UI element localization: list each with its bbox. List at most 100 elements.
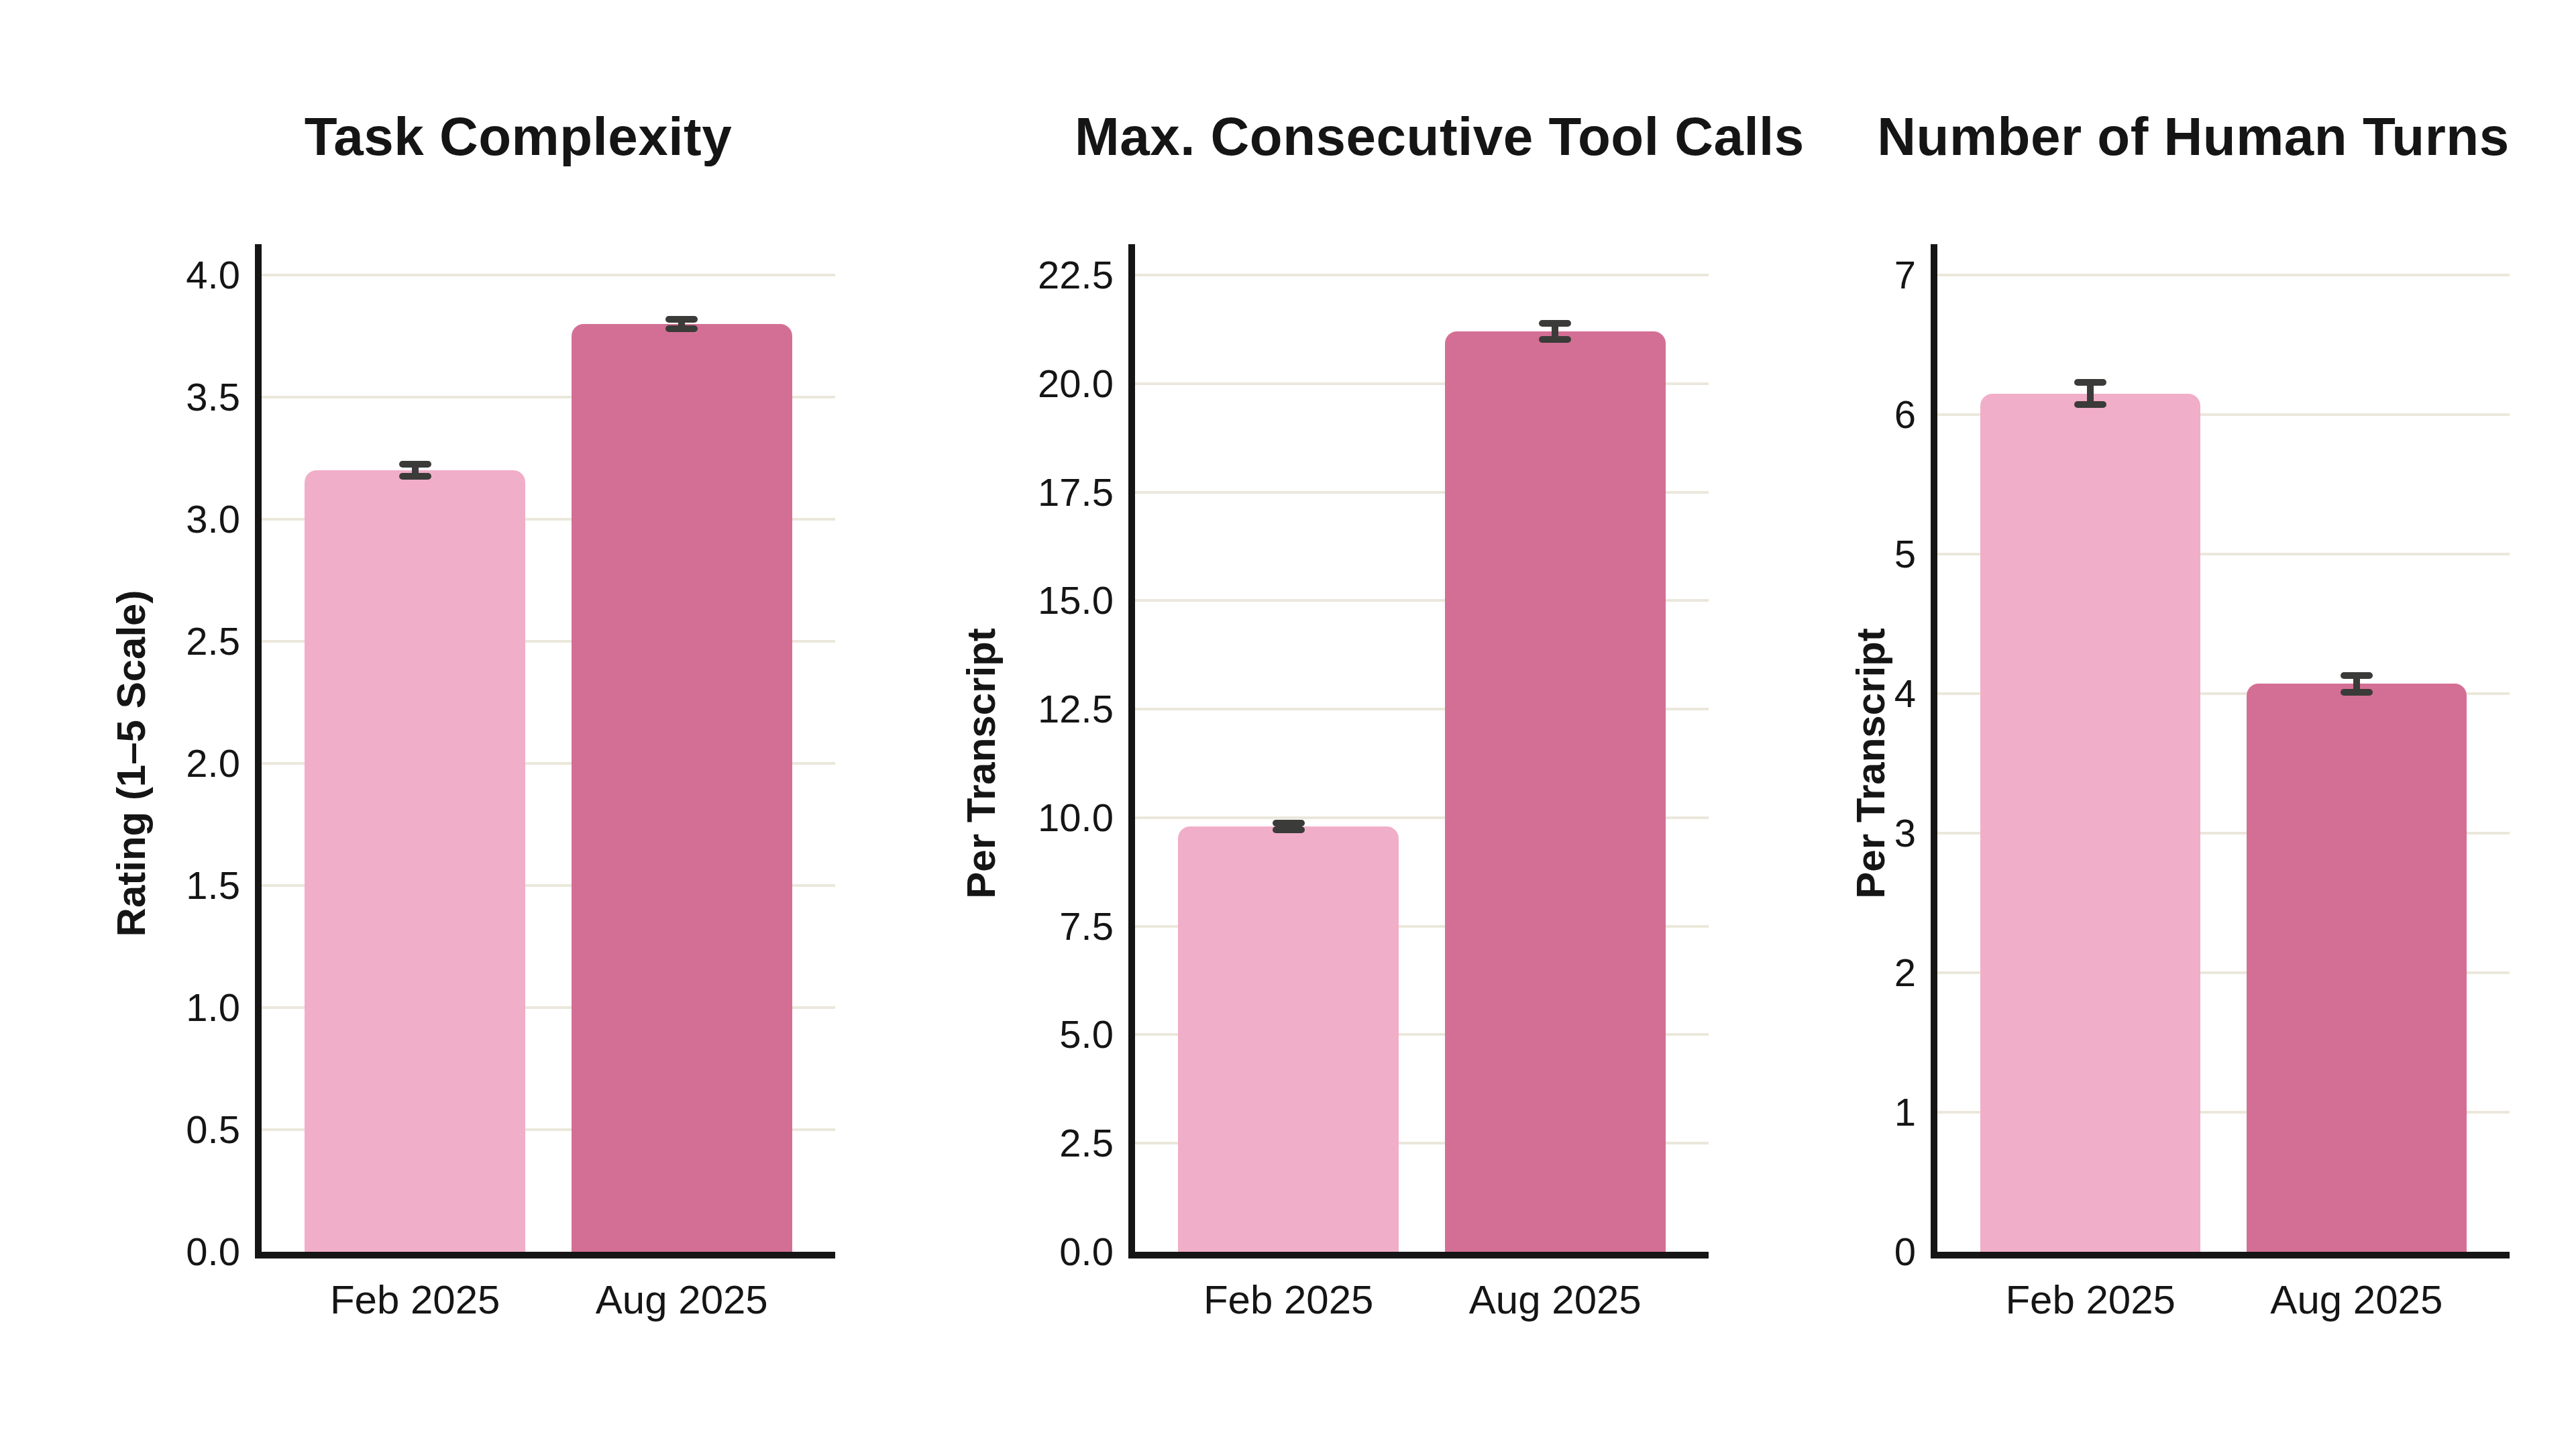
y-tick-label: 7.5 bbox=[961, 903, 1114, 950]
bar-aug-2025 bbox=[1445, 331, 1666, 1252]
y-axis-label: Rating (1–5 Scale) bbox=[108, 590, 154, 937]
y-gridline bbox=[1135, 816, 1709, 819]
y-tick-label: 20.0 bbox=[961, 360, 1114, 407]
bar-aug-2025 bbox=[572, 324, 792, 1252]
y-tick-label: 4.0 bbox=[87, 252, 240, 299]
y-gridline bbox=[1937, 553, 2510, 555]
x-tick-label: Feb 2025 bbox=[248, 1275, 583, 1326]
y-tick-label: 1.0 bbox=[87, 984, 240, 1031]
error-bar-cap bbox=[1273, 820, 1305, 826]
y-gridline bbox=[1937, 692, 2510, 695]
error-bar-cap bbox=[2074, 379, 2106, 386]
error-bar bbox=[1552, 323, 1558, 339]
error-bar-cap bbox=[665, 325, 698, 332]
y-tick-label: 4 bbox=[1763, 670, 1916, 717]
y-axis-label: Per Transcript bbox=[1847, 628, 1894, 899]
y-gridline bbox=[1135, 1033, 1709, 1036]
bar-feb-2025 bbox=[1980, 394, 2200, 1252]
error-bar-cap bbox=[1539, 320, 1571, 327]
y-gridline bbox=[262, 518, 835, 521]
chart-title: Max. Consecutive Tool Calls bbox=[1075, 102, 1709, 172]
error-bar-cap bbox=[1539, 336, 1571, 343]
error-bar-cap bbox=[2341, 689, 2373, 696]
x-axis-spine bbox=[1931, 1252, 2510, 1258]
chart-title: Number of Human Turns bbox=[1877, 102, 2510, 172]
y-gridline bbox=[262, 396, 835, 398]
x-tick-label: Aug 2025 bbox=[2189, 1275, 2524, 1326]
y-gridline bbox=[262, 274, 835, 276]
chart-number-of-human-turns: Number of Human Turns Per Transcript 012… bbox=[0, 0, 2576, 1449]
x-axis-spine bbox=[255, 1252, 835, 1258]
y-tick-label: 1.5 bbox=[87, 862, 240, 909]
y-tick-label: 22.5 bbox=[961, 252, 1114, 299]
y-tick-label: 0.0 bbox=[961, 1228, 1114, 1275]
y-tick-label: 6 bbox=[1763, 391, 1916, 438]
error-bar-cap bbox=[2341, 672, 2373, 679]
chart-title: Task Complexity bbox=[201, 102, 835, 172]
y-tick-label: 17.5 bbox=[961, 469, 1114, 516]
error-bar bbox=[1285, 823, 1292, 830]
x-tick-label: Aug 2025 bbox=[1387, 1275, 1723, 1326]
y-gridline bbox=[1937, 413, 2510, 416]
y-tick-label: 2 bbox=[1763, 949, 1916, 996]
error-bar bbox=[412, 464, 419, 476]
figure-canvas: Task Complexity Rating (1–5 Scale) 0.00.… bbox=[0, 0, 2576, 1449]
y-tick-label: 5 bbox=[1763, 531, 1916, 578]
y-gridline bbox=[1937, 1111, 2510, 1114]
y-tick-label: 5.0 bbox=[961, 1011, 1114, 1058]
x-axis-spine bbox=[1128, 1252, 1709, 1258]
y-axis-label: Per Transcript bbox=[958, 628, 1004, 899]
x-tick-label: Aug 2025 bbox=[514, 1275, 849, 1326]
y-gridline bbox=[1135, 382, 1709, 385]
plot-area: 01234567Feb 2025Aug 2025 bbox=[1937, 244, 2510, 1252]
bar-aug-2025 bbox=[2247, 684, 2467, 1252]
y-gridline bbox=[262, 1128, 835, 1131]
y-gridline bbox=[262, 762, 835, 765]
y-tick-label: 2.0 bbox=[87, 740, 240, 787]
bar-feb-2025 bbox=[305, 470, 525, 1252]
y-gridline bbox=[1937, 274, 2510, 276]
y-gridline bbox=[262, 884, 835, 887]
error-bar-cap bbox=[2074, 401, 2106, 408]
y-gridline bbox=[262, 1006, 835, 1009]
y-tick-label: 0.0 bbox=[87, 1228, 240, 1275]
y-tick-label: 0.5 bbox=[87, 1106, 240, 1153]
y-tick-label: 15.0 bbox=[961, 577, 1114, 624]
error-bar-cap bbox=[1273, 826, 1305, 833]
error-bar-cap bbox=[399, 461, 431, 468]
y-tick-label: 1 bbox=[1763, 1089, 1916, 1136]
y-gridline bbox=[1135, 599, 1709, 602]
y-gridline bbox=[1135, 491, 1709, 494]
y-gridline bbox=[1937, 971, 2510, 974]
y-axis-spine bbox=[1128, 244, 1135, 1258]
y-axis-spine bbox=[1931, 244, 1937, 1258]
y-gridline bbox=[1937, 832, 2510, 835]
y-tick-label: 10.0 bbox=[961, 794, 1114, 841]
x-tick-label: Feb 2025 bbox=[1121, 1275, 1456, 1326]
y-gridline bbox=[1135, 708, 1709, 710]
y-tick-label: 12.5 bbox=[961, 686, 1114, 733]
y-tick-label: 3.5 bbox=[87, 374, 240, 421]
y-gridline bbox=[1135, 274, 1709, 276]
y-axis-spine bbox=[255, 244, 262, 1258]
error-bar-cap bbox=[399, 473, 431, 480]
y-tick-label: 2.5 bbox=[87, 618, 240, 665]
plot-area: 0.00.51.01.52.02.53.03.54.0Feb 2025Aug 2… bbox=[262, 244, 835, 1252]
y-tick-label: 0 bbox=[1763, 1228, 1916, 1275]
x-tick-label: Feb 2025 bbox=[1923, 1275, 2258, 1326]
plot-area: 0.02.55.07.510.012.515.017.520.022.5Feb … bbox=[1135, 244, 1709, 1252]
y-tick-label: 2.5 bbox=[961, 1120, 1114, 1167]
error-bar-cap bbox=[665, 316, 698, 323]
y-gridline bbox=[1135, 925, 1709, 928]
error-bar bbox=[678, 319, 685, 329]
y-tick-label: 7 bbox=[1763, 252, 1916, 299]
error-bar bbox=[2353, 676, 2360, 692]
chart-max-consecutive-tool-calls: Max. Consecutive Tool Calls Per Transcri… bbox=[0, 0, 2576, 1449]
chart-task-complexity: Task Complexity Rating (1–5 Scale) 0.00.… bbox=[0, 0, 2576, 1449]
bar-feb-2025 bbox=[1178, 826, 1399, 1252]
y-tick-label: 3.0 bbox=[87, 496, 240, 543]
y-gridline bbox=[1135, 1142, 1709, 1144]
y-tick-label: 3 bbox=[1763, 810, 1916, 857]
y-gridline bbox=[262, 640, 835, 643]
error-bar bbox=[2087, 382, 2094, 405]
